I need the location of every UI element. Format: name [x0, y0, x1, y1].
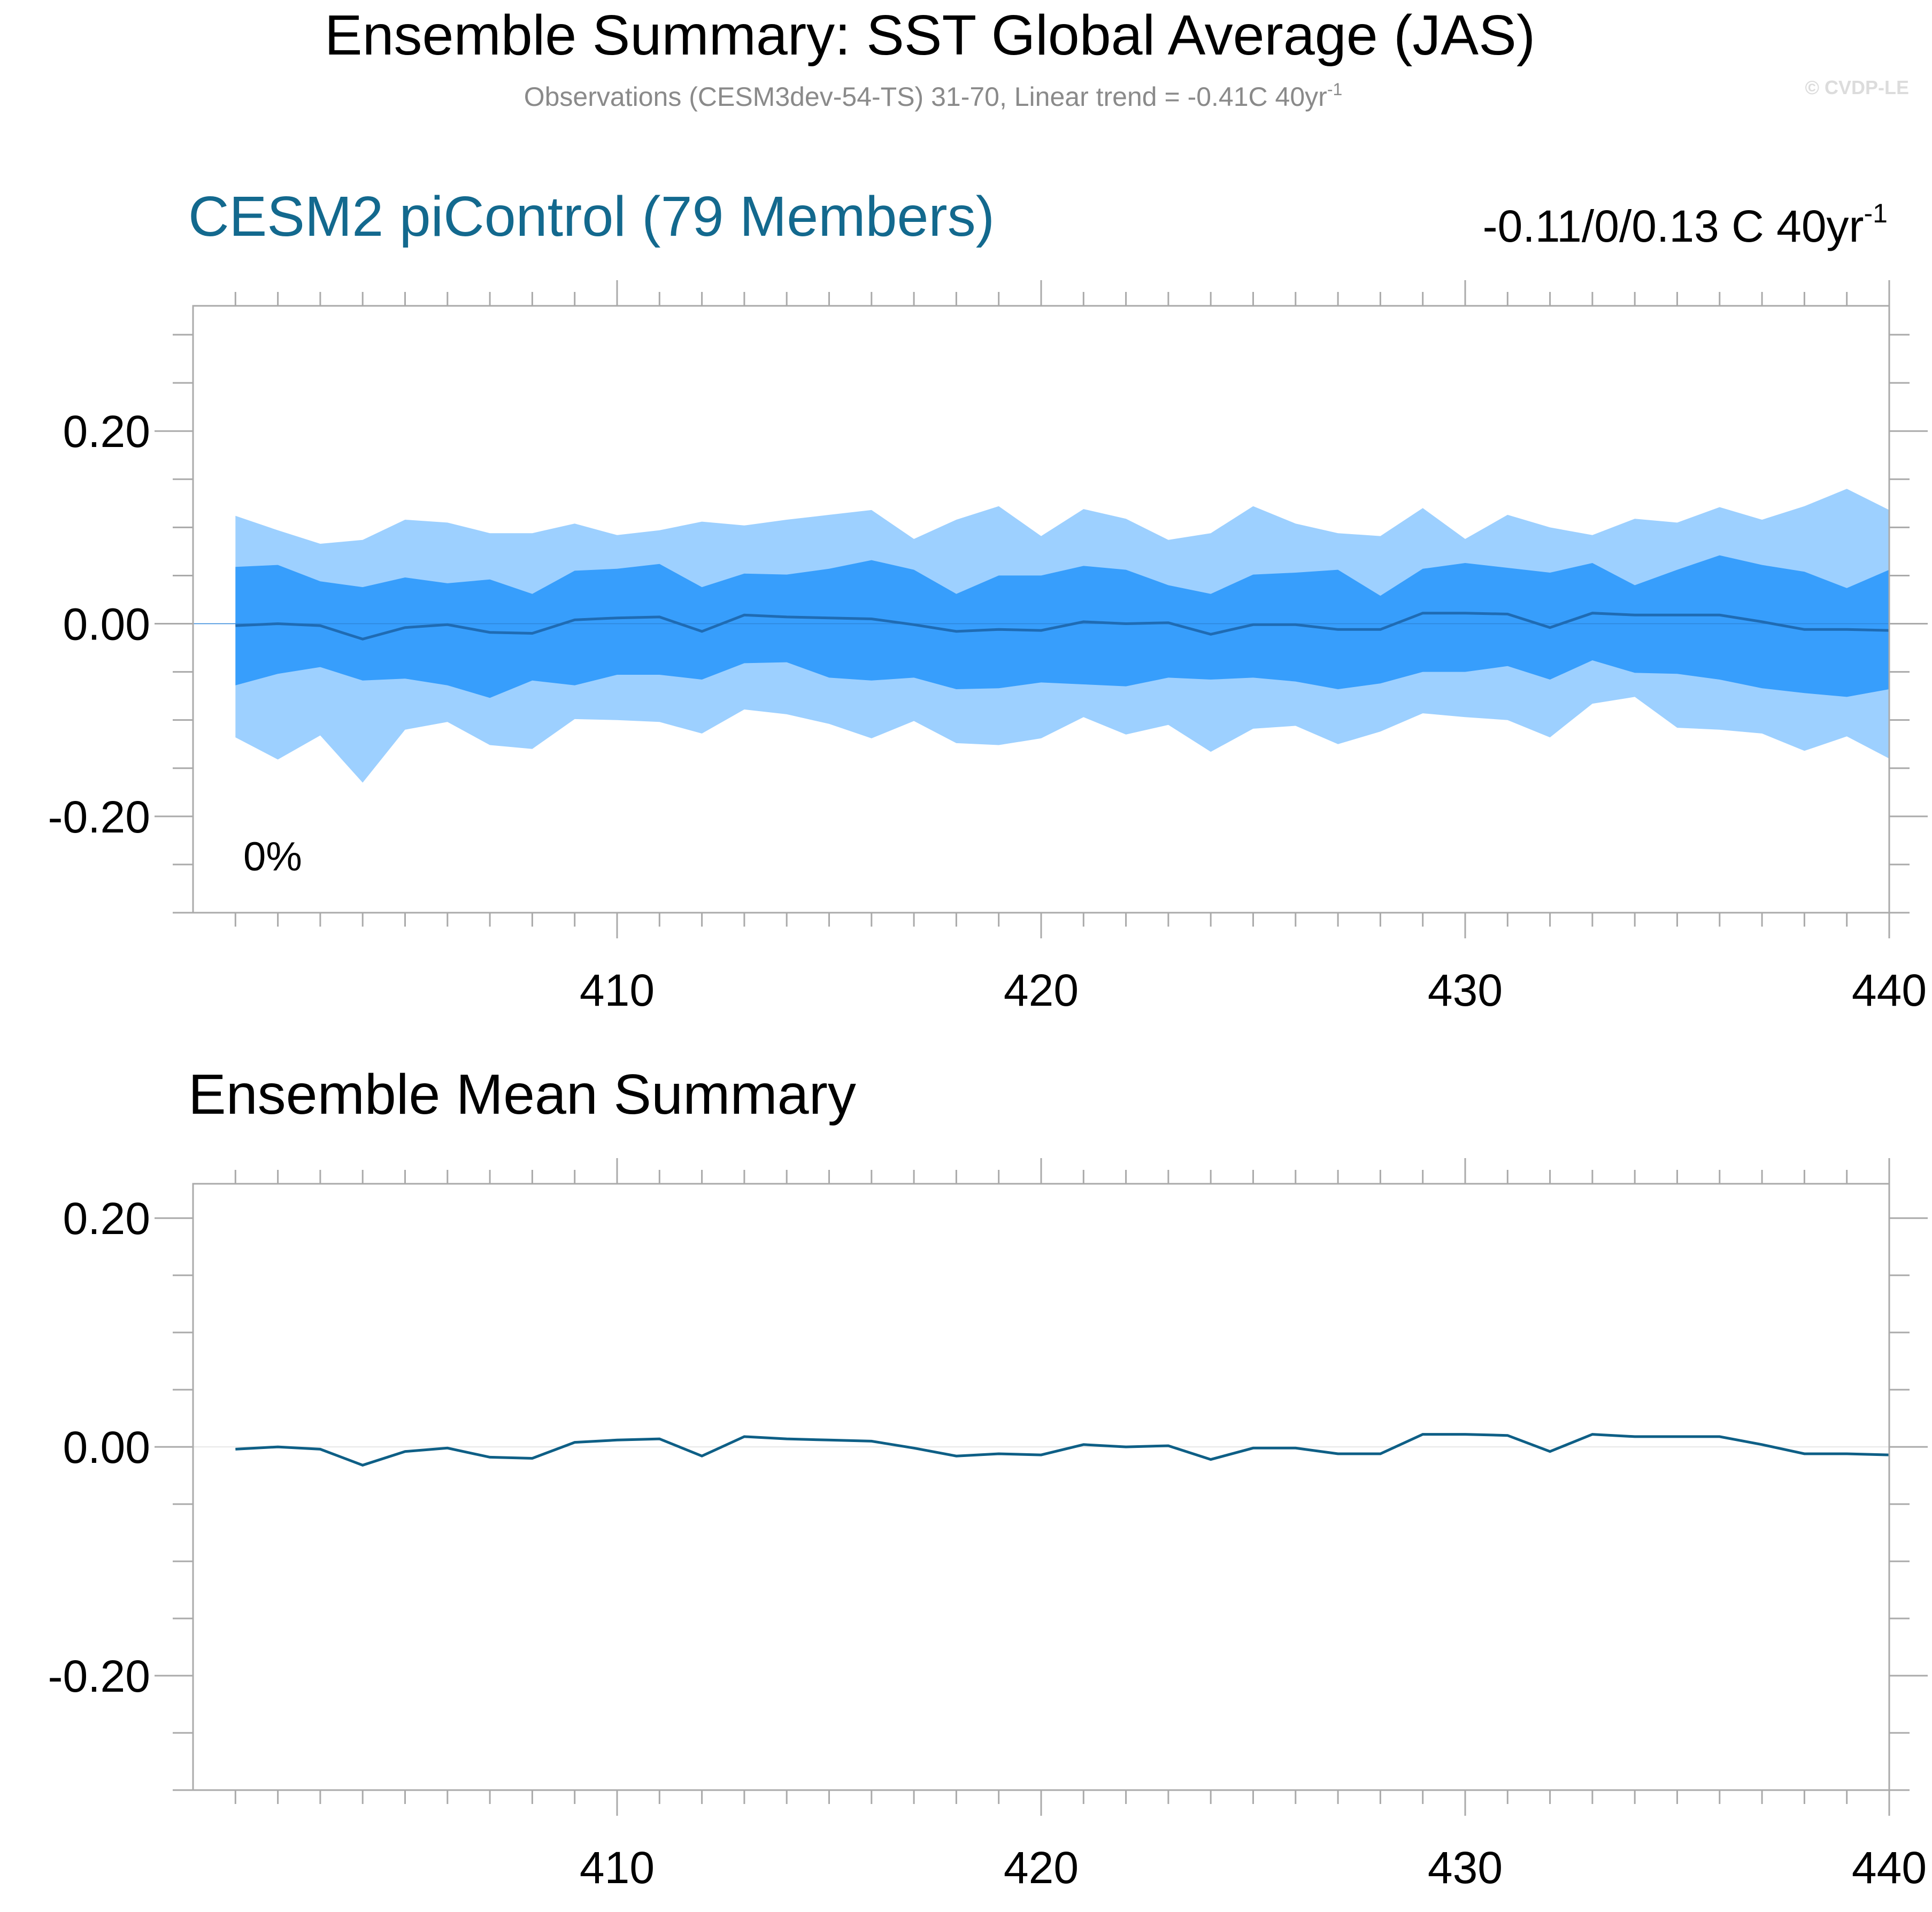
y-tick-label: 0.20	[63, 1193, 151, 1244]
main-title: Ensemble Summary: SST Global Average (JA…	[325, 4, 1535, 67]
x-tick-label: 430	[1428, 965, 1503, 1015]
ensemble-mean-line	[235, 1433, 1890, 1467]
y-tick-label: -0.20	[48, 792, 150, 842]
median-line	[235, 612, 1890, 641]
y-tick-label: -0.20	[48, 1651, 150, 1701]
y-tick-label: 0.00	[63, 599, 151, 650]
panel1-trend-superscript: -1	[1864, 198, 1888, 228]
y-tick-label: 0.20	[63, 406, 151, 457]
panel2-title: Ensemble Mean Summary	[188, 1063, 856, 1126]
x-tick-label: 420	[1004, 965, 1079, 1015]
panel1-percent-annotation: 0%	[243, 834, 302, 880]
x-tick-label: 410	[580, 965, 655, 1015]
panel2-plot-area: 410 420 430 440 -0.20 0.00 0.20	[48, 1158, 1928, 1893]
plot-frame	[192, 1183, 1890, 1791]
subtitle: Observations (CESM3dev-54-TS) 31-70, Lin…	[524, 80, 1343, 112]
x-tick-label: 440	[1852, 1842, 1927, 1893]
panel-ensemble-spread: CESM2 piControl (79 Members) -0.11/0/0.1…	[48, 185, 1928, 1015]
panel1-plot-area: 410 420 430 440 -0.20 0.00 0.20	[48, 280, 1928, 1015]
panel1-title: CESM2 piControl (79 Members)	[188, 185, 995, 248]
panel-ensemble-mean: Ensemble Mean Summary 410 420 430 440 -0.20 0…	[48, 1063, 1928, 1893]
watermark: © CVDP-LE	[1805, 76, 1909, 98]
x-tick-label: 440	[1852, 965, 1927, 1015]
panel1-trend-label: -0.11/0/0.13 C 40yr-1	[1483, 198, 1888, 251]
x-tick-label: 430	[1428, 1842, 1503, 1893]
subtitle-superscript: -1	[1327, 80, 1342, 99]
y-tick-label: 0.00	[63, 1422, 151, 1472]
x-tick-label: 420	[1004, 1842, 1079, 1893]
x-tick-label: 410	[580, 1842, 655, 1893]
